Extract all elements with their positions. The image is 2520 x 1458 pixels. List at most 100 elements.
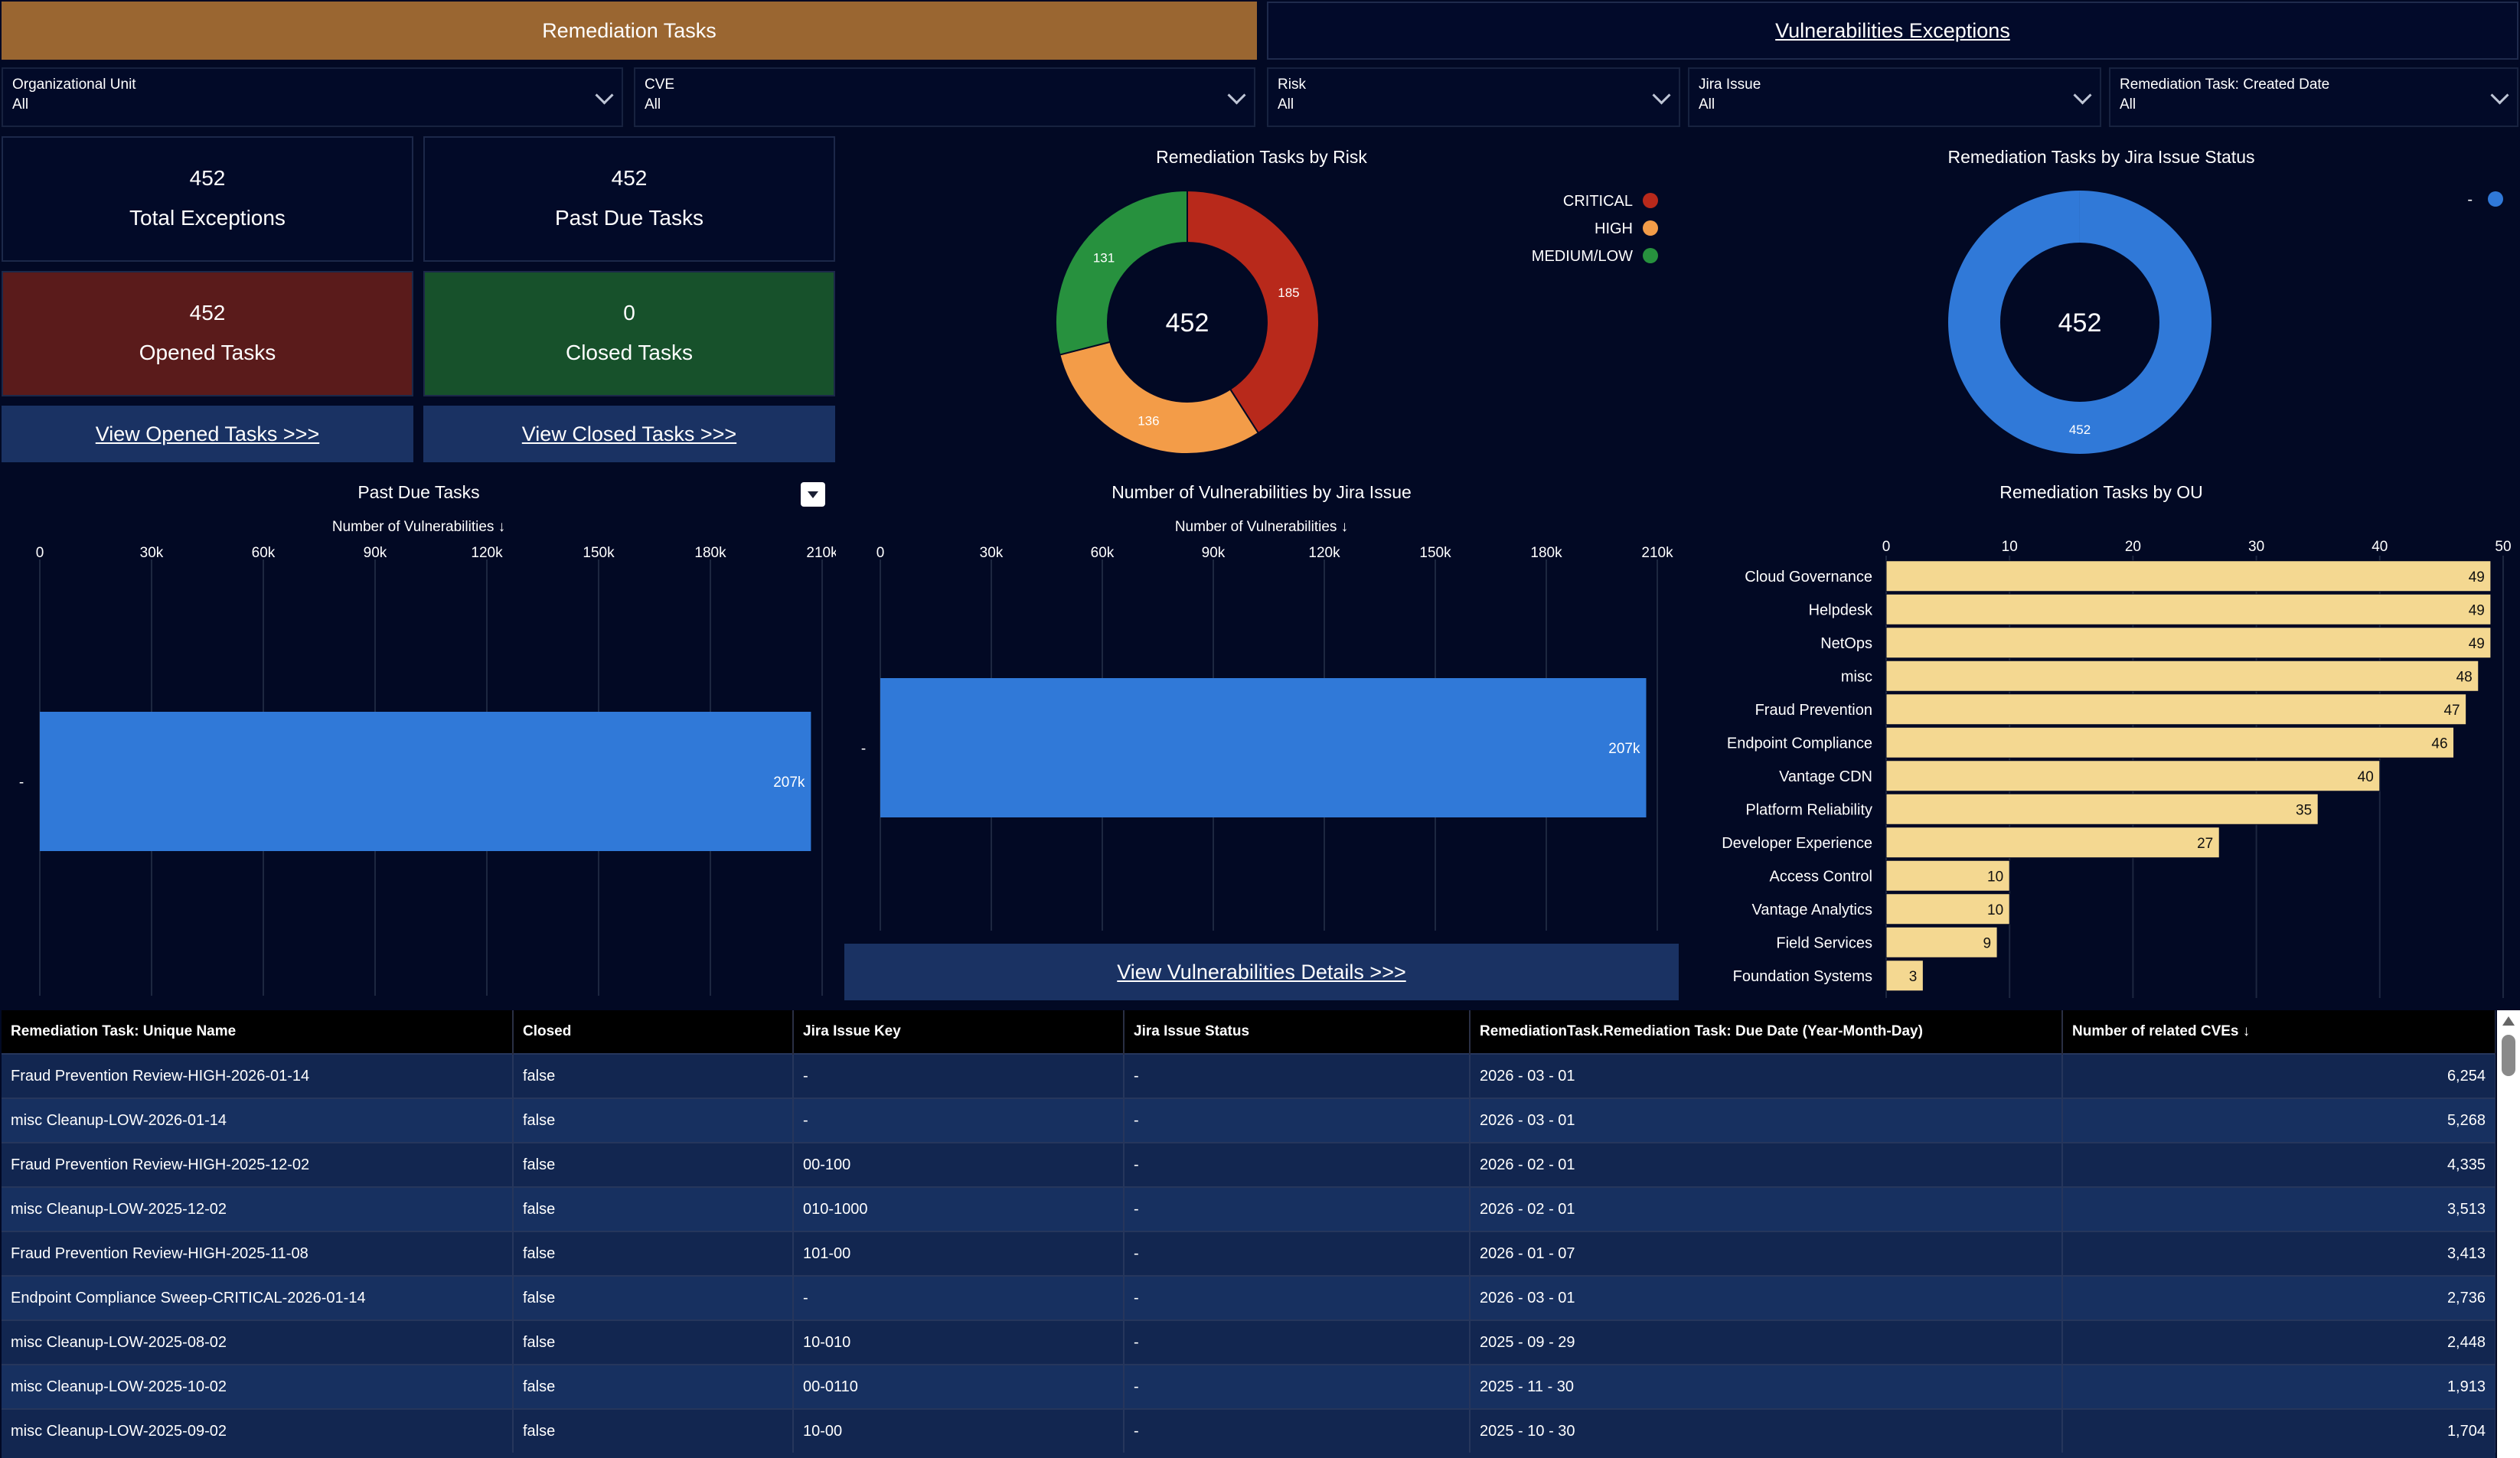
bar: [1885, 859, 2010, 892]
legend-marker-icon: [1643, 248, 1658, 263]
table-row[interactable]: misc Cleanup-LOW-2025-08-02 false 10-010-2…: [2, 1319, 2496, 1365]
view-vulnerabilities-details-link[interactable]: View Vulnerabilities Details >>>: [844, 944, 1679, 1000]
table-row[interactable]: misc Cleanup-LOW-2026-01-14 false - -2026 -…: [2, 1098, 2496, 1143]
filter-label: CVE: [645, 77, 675, 93]
cell-due-date: 2025 - 10 - 30: [1470, 1408, 2063, 1453]
filter-label: Organizational Unit: [12, 77, 136, 93]
chart-title: Number of Vulnerabilities by Jira Issue: [1111, 482, 1412, 502]
cell-related-cves: 4,335: [2062, 1142, 2496, 1187]
table-row[interactable]: misc Cleanup-LOW-2025-09-02 false 10-00-20…: [2, 1408, 2496, 1453]
kpi-label: Opened Tasks: [139, 341, 276, 364]
tick-label: 60k: [1091, 545, 1115, 561]
chart-menu-button[interactable]: [801, 482, 825, 507]
cell-related-cves: 2,736: [2062, 1275, 2496, 1320]
filter-value: All: [645, 96, 661, 113]
cell-due-date: 2026 - 03 - 01: [1470, 1098, 2063, 1143]
column-header-closed[interactable]: Closed: [513, 1010, 794, 1054]
caret-down-icon: [808, 491, 818, 498]
category-label: misc: [1841, 668, 1872, 685]
cell-jira-issue-status: -: [1124, 1231, 1471, 1276]
cell-jira-issue-key: 010-1000: [793, 1186, 1125, 1231]
filter-label: Jira Issue: [1699, 77, 1761, 93]
tab-vulnerabilities-exceptions[interactable]: Vulnerabilities Exceptions: [1267, 2, 2518, 60]
cell-jira-issue-status: -: [1124, 1275, 1471, 1320]
tick-label: 90k: [364, 545, 387, 561]
cell-unique-name: misc Cleanup-LOW-2025-09-02: [2, 1408, 514, 1453]
bar-value-label: 3: [1909, 969, 1918, 985]
column-header-related-cves[interactable]: Number of related CVEs ↓: [2062, 1010, 2496, 1054]
table-row[interactable]: Endpoint Compliance Sweep-CRITICAL-2026-…: [2, 1275, 2496, 1320]
filter-cve[interactable]: CVE All: [634, 67, 1255, 127]
table-row[interactable]: misc Cleanup-LOW-2025-12-02 false 010-1000…: [2, 1186, 2496, 1231]
cell-related-cves: 3,413: [2062, 1231, 2496, 1276]
table-row[interactable]: misc Cleanup-LOW-2025-10-02 false 00-0110-…: [2, 1364, 2496, 1409]
column-header-jira-issue-key[interactable]: Jira Issue Key: [793, 1010, 1125, 1054]
bar: [880, 678, 1647, 817]
cell-due-date: 2026 - 03 - 01: [1470, 1053, 2063, 1098]
cell-due-date: 2026 - 02 - 01: [1470, 1186, 2063, 1231]
bar: [1885, 793, 2319, 825]
scrollbar-thumb[interactable]: [2502, 1035, 2515, 1076]
slice-value-label: 131: [1093, 250, 1115, 265]
cell-closed: false: [513, 1186, 794, 1231]
risk-donut-chart: 185 136 131 452 CRITICAL HIGH MEDIUM/LOW: [1055, 189, 1658, 455]
filter-organizational-unit[interactable]: Organizational Unit All: [2, 67, 623, 127]
vuln-by-jira-bar-chart: 0 30k 60k 90k 120k 150k 180k 210k 207k -: [861, 545, 1673, 931]
filter-label: Remediation Task: Created Date: [2120, 77, 2330, 93]
filter-created-date[interactable]: Remediation Task: Created Date All: [2109, 67, 2518, 127]
filter-risk[interactable]: Risk All: [1267, 67, 1680, 127]
filter-jira-issue[interactable]: Jira Issue All: [1688, 67, 2101, 127]
jira-status-donut-chart: 452 452 -: [1948, 191, 2503, 454]
cell-due-date: 2026 - 02 - 01: [1470, 1142, 2063, 1187]
view-closed-tasks-link[interactable]: View Closed Tasks >>>: [423, 406, 835, 462]
category-label: Cloud Governance: [1745, 569, 1872, 585]
column-header-unique-name[interactable]: Remediation Task: Unique Name: [2, 1010, 514, 1054]
column-header-due-date[interactable]: RemediationTask.Remediation Task: Due Da…: [1470, 1010, 2063, 1054]
tick-label: 30k: [980, 545, 1004, 561]
bar: [1885, 827, 2220, 859]
cell-jira-issue-key: 10-010: [793, 1319, 1125, 1365]
scroll-up-arrow-icon[interactable]: [2497, 1010, 2520, 1033]
tick-label: 10: [2002, 539, 2018, 555]
cell-related-cves: 6,254: [2062, 1053, 2496, 1098]
kpi-total-exceptions: 452 Total Exceptions: [2, 136, 413, 262]
table-row[interactable]: Fraud Prevention Review-HIGH-2026-01-14 f…: [2, 1053, 2496, 1098]
legend-label: HIGH: [1595, 220, 1633, 237]
tab-remediation-tasks[interactable]: Remediation Tasks: [2, 2, 1257, 60]
bar: [1885, 760, 2381, 792]
bar: [1885, 660, 2479, 692]
table-header-row: Remediation Task: Unique Name Closed Jir…: [2, 1010, 2496, 1054]
tick-label: 40: [2371, 539, 2388, 555]
tick-label: 120k: [471, 545, 503, 561]
table-row[interactable]: Fraud Prevention Review-HIGH-2025-12-02 f…: [2, 1142, 2496, 1187]
cell-jira-issue-status: -: [1124, 1186, 1471, 1231]
legend-label: -: [2467, 191, 2473, 208]
tick-label: 30: [2248, 539, 2264, 555]
legend-marker-icon: [1643, 220, 1658, 236]
tick-label: 180k: [1530, 545, 1562, 561]
view-opened-tasks-link[interactable]: View Opened Tasks >>>: [2, 406, 413, 462]
slice-value-label: 136: [1138, 413, 1159, 428]
bar-value-label: 46: [2431, 736, 2447, 752]
column-header-jira-issue-status[interactable]: Jira Issue Status: [1124, 1010, 1471, 1054]
cell-unique-name: Fraud Prevention Review-HIGH-2025-12-02: [2, 1142, 514, 1187]
donut-slice-0: [1948, 191, 2212, 454]
donut-center-total: 452: [2058, 308, 2102, 338]
table-row[interactable]: Fraud Prevention Review-HIGH-2025-11-08 f…: [2, 1231, 2496, 1276]
slice-value-label: 185: [1278, 285, 1299, 300]
table-scrollbar[interactable]: [2497, 1010, 2520, 1458]
chart-title: Past Due Tasks: [357, 482, 480, 502]
tick-label: 30k: [140, 545, 164, 561]
tick-label: 90k: [1202, 545, 1226, 561]
bar-value-label: 47: [2443, 703, 2460, 719]
donut-center-total: 452: [1166, 308, 1209, 338]
tick-label: 210k: [1641, 545, 1673, 561]
chart-title: Remediation Tasks by OU: [1999, 482, 2203, 502]
kpi-value: 0: [623, 301, 635, 325]
filter-value: All: [1699, 96, 1715, 113]
bar-value-label: 27: [2197, 836, 2213, 852]
cell-unique-name: misc Cleanup-LOW-2025-12-02: [2, 1186, 514, 1231]
cell-unique-name: Endpoint Compliance Sweep-CRITICAL-2026-…: [2, 1275, 514, 1320]
bar-value-label: 9: [1983, 935, 1992, 951]
jira-status-donut-panel: Remediation Tasks by Jira Issue Status 4…: [1684, 136, 2518, 462]
